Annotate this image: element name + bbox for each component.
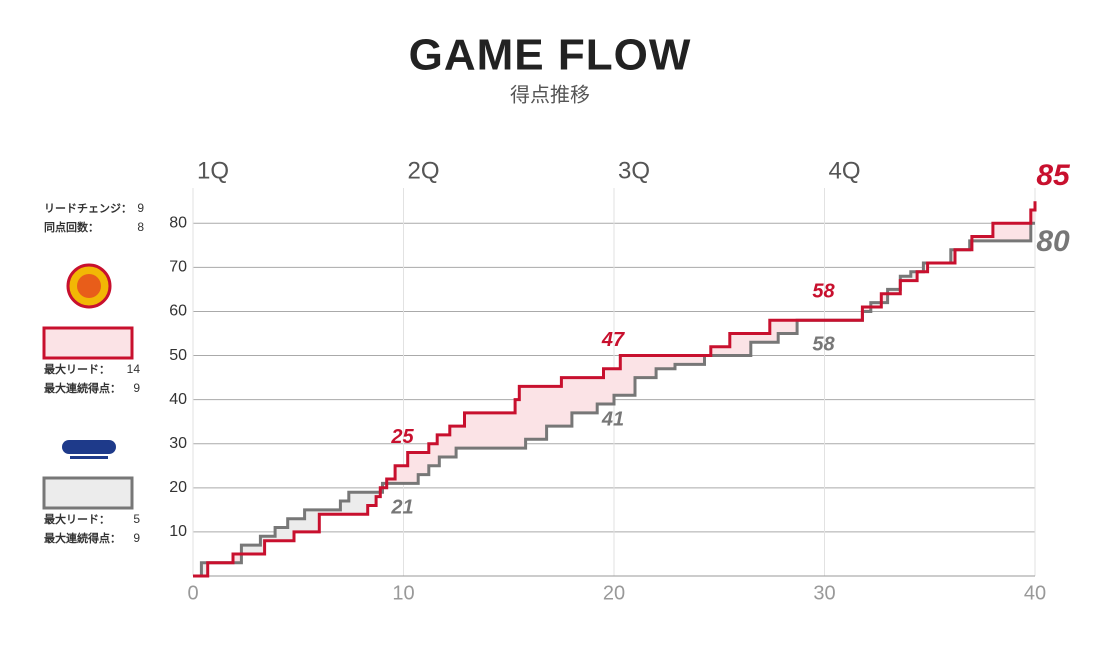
team-stat-value: 9	[133, 381, 140, 395]
quarter-label: 3Q	[618, 157, 650, 184]
y-tick-label: 30	[169, 435, 187, 452]
logo-underline	[70, 456, 108, 459]
quarter-score-label: 80	[1036, 225, 1070, 258]
quarter-label: 4Q	[829, 157, 861, 184]
x-tick-label: 10	[392, 582, 414, 604]
quarter-label: 2Q	[408, 157, 440, 184]
x-tick-label: 0	[187, 582, 198, 604]
y-tick-label: 80	[169, 214, 187, 231]
y-tick-label: 20	[169, 479, 187, 496]
y-tick-label: 40	[169, 391, 187, 408]
team-stat-label: 最大連続得点：	[44, 381, 121, 395]
team-stat-label: 最大リード：	[44, 512, 110, 526]
x-tick-label: 20	[603, 582, 625, 604]
quarter-score-label: 25	[390, 426, 414, 448]
y-tick-label: 70	[169, 259, 187, 276]
stat-label: リードチェンジ：	[44, 202, 132, 215]
y-tick-label: 50	[169, 347, 187, 364]
away-logo	[62, 440, 116, 459]
team-stat-value: 14	[127, 362, 141, 376]
stat-label: 同点回数：	[44, 220, 99, 234]
x-tick-label: 30	[813, 582, 835, 604]
team-stat-value: 5	[133, 512, 140, 526]
logo-wordmark	[62, 440, 116, 454]
quarter-score-label: 58	[812, 334, 835, 356]
team-stat-value: 9	[133, 531, 140, 545]
chart-title: GAME FLOW	[409, 31, 692, 80]
logo-core	[77, 274, 101, 298]
x-tick-label: 40	[1024, 582, 1046, 604]
quarter-score-label: 47	[601, 329, 625, 351]
quarter-score-label: 58	[812, 281, 835, 303]
home-logo	[66, 263, 112, 309]
score-line	[193, 201, 1037, 578]
quarter-score-label: 85	[1036, 159, 1071, 192]
quarter-score-label: 41	[601, 409, 624, 431]
team-stat-label: 最大連続得点：	[44, 531, 121, 545]
stat-value: 8	[137, 220, 144, 234]
quarter-score-label: 21	[390, 497, 413, 519]
legend-box	[42, 476, 134, 510]
legend-box	[42, 326, 134, 360]
stat-value: 9	[137, 201, 144, 215]
team-stat-label: 最大リード：	[44, 362, 110, 376]
y-tick-label: 10	[169, 523, 187, 540]
y-tick-label: 60	[169, 303, 187, 320]
chart-subtitle: 得点推移	[510, 83, 590, 106]
quarter-label: 1Q	[197, 157, 229, 184]
